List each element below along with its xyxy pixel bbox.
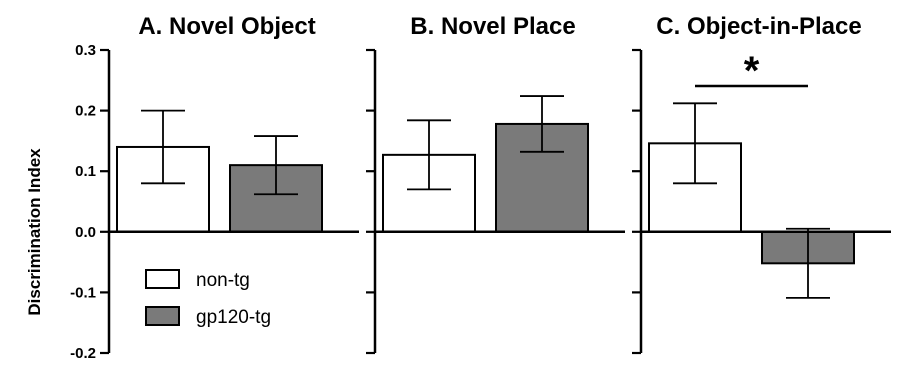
y-tick-label: 0.3	[75, 42, 96, 59]
bar-non-tg	[382, 153, 476, 233]
y-tick-label: 0.1	[75, 163, 96, 180]
panel-3: C. Object-in-Place *	[632, 13, 891, 355]
y-tick-label: 0.2	[75, 103, 96, 120]
panel-2: B. Novel Place	[366, 13, 625, 355]
y-axis-title: Discrimination Index	[25, 148, 44, 316]
y-tick-label: -0.2	[70, 345, 96, 362]
panel-1: A. Novel Object	[100, 13, 359, 355]
significance-marker: *	[744, 49, 760, 93]
y-tick-label: -0.1	[70, 284, 96, 301]
panel-title: C. Object-in-Place	[656, 13, 861, 40]
y-axis: Discrimination Index -0.2 -0.1 0.0 0.1 0.2 0.…	[25, 42, 96, 362]
legend-label-non-tg: non-tg	[196, 270, 250, 291]
y-tick-label: 0.0	[75, 224, 96, 241]
panel-title: B. Novel Place	[410, 13, 575, 40]
legend: non-tg gp120-tg	[145, 269, 271, 328]
legend-swatch-gp120-tg	[145, 306, 180, 326]
panels: A. Novel Object B. Novel Place C. Object-i…	[100, 13, 891, 355]
legend-swatch-non-tg	[145, 269, 180, 289]
panel-title: A. Novel Object	[138, 13, 315, 40]
legend-label-gp120-tg: gp120-tg	[196, 307, 271, 328]
